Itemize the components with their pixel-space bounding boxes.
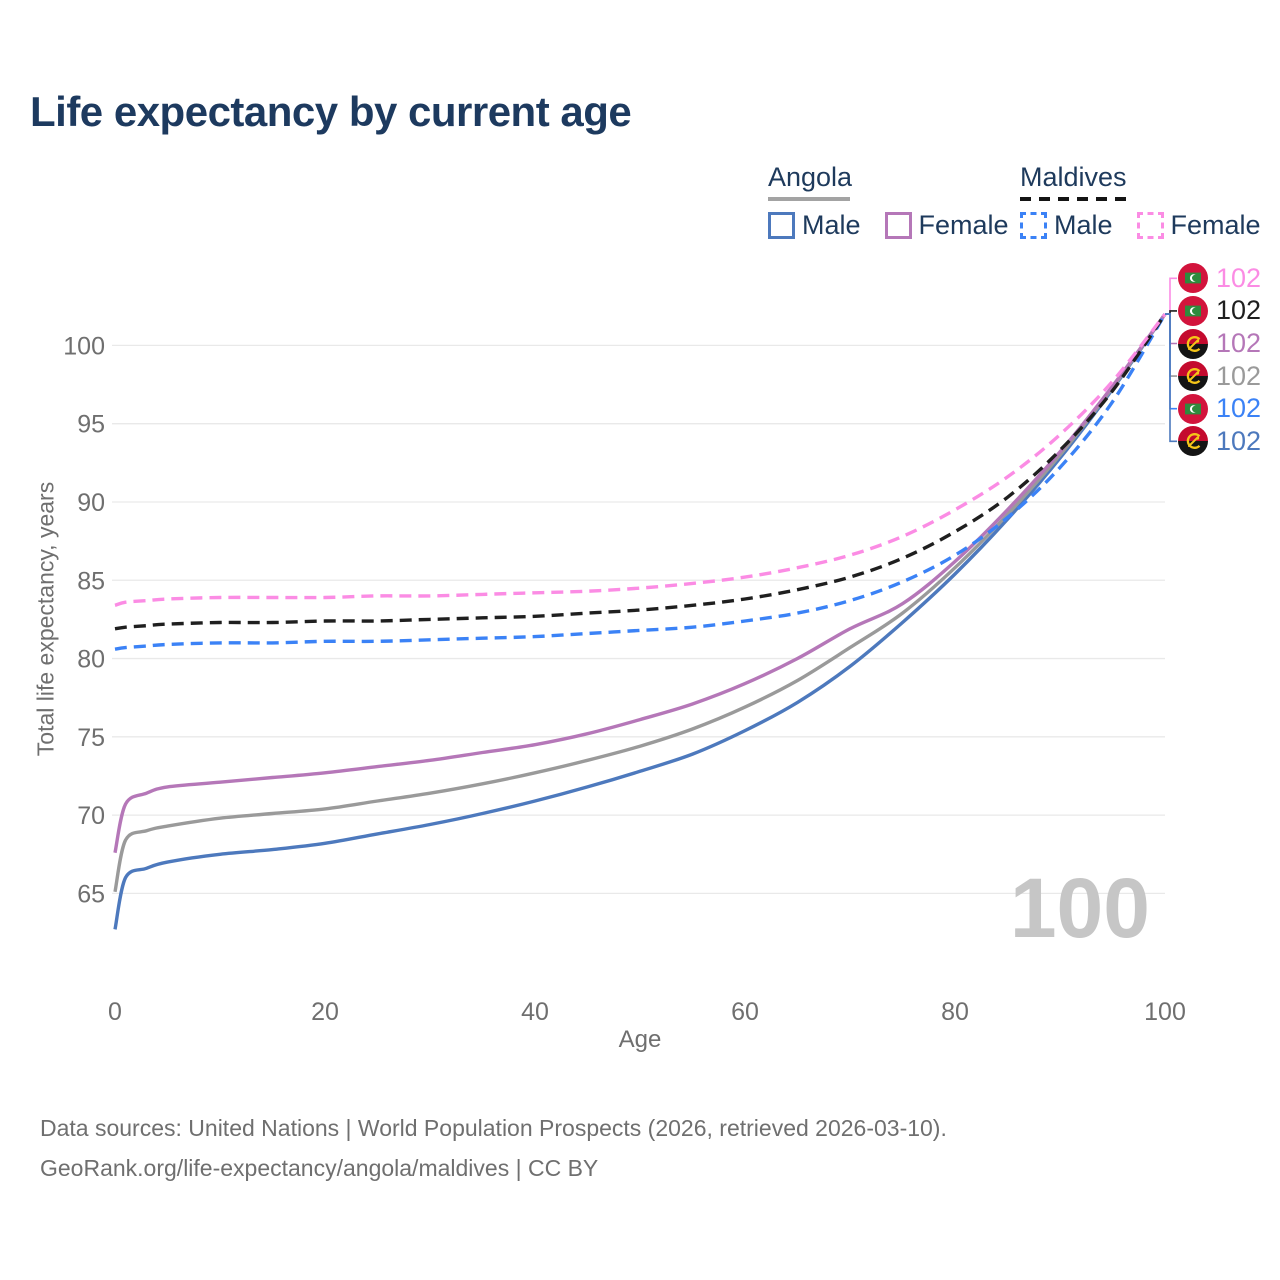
legend-label: Female	[1170, 209, 1261, 240]
y-tick-65: 65	[77, 880, 105, 908]
angola-female-swatch-icon	[884, 211, 912, 239]
series-line-angola-male[interactable]	[113, 313, 1167, 930]
y-axis-title: Total life expectancy, years	[32, 481, 59, 757]
end-value: 102	[1216, 393, 1262, 424]
end-label-angola-both: 102	[1178, 361, 1261, 391]
legend-underline-angola	[768, 196, 850, 201]
series-line-angola-female[interactable]	[113, 313, 1167, 854]
angola-flag-icon	[1178, 361, 1208, 391]
y-tick-95: 95	[77, 411, 105, 439]
x-axis-title: Age	[618, 1026, 662, 1053]
end-value: 102	[1216, 295, 1262, 326]
legend-underline-maldives	[1020, 196, 1128, 201]
legend-country-angola[interactable]: Angola	[768, 162, 853, 192]
series-line-maldives-male[interactable]	[114, 313, 1167, 651]
y-tick-80: 80	[77, 646, 105, 674]
end-label-connector-angola-both	[1165, 313, 1177, 377]
end-label-maldives-both: 102	[1178, 295, 1262, 326]
end-label-connector-angola-female	[1165, 313, 1177, 345]
y-tick-70: 70	[77, 802, 105, 830]
legend-group-angola: Angola Male Female	[768, 162, 1009, 241]
footer-attribution: GeoRank.org/life-expectancy/angola/maldi…	[40, 1155, 599, 1182]
series-line-maldives-both[interactable]	[114, 313, 1167, 631]
end-label-maldives-female: 102	[1178, 262, 1262, 294]
end-value: 102	[1216, 262, 1262, 293]
maldives-flag-icon	[1178, 295, 1208, 326]
y-tick-75: 75	[77, 724, 105, 752]
age-watermark: 100	[1009, 861, 1150, 955]
end-label-connector-maldives-male	[1165, 313, 1177, 410]
legend-label: Female	[918, 209, 1009, 240]
series-line-maldives-female[interactable]	[114, 313, 1167, 607]
legend-country-maldives[interactable]: Maldives	[1020, 162, 1127, 192]
x-tick-100: 100	[1144, 998, 1186, 1026]
footer: Data sources: United Nations | World Pop…	[40, 1108, 947, 1189]
maldives-male-swatch-icon	[1020, 211, 1047, 239]
end-value: 102	[1216, 425, 1262, 456]
end-label-angola-male: 102	[1178, 426, 1261, 456]
end-label-maldives-male: 102	[1178, 393, 1262, 424]
angola-flag-icon	[1178, 426, 1208, 456]
angola-flag-icon	[1178, 329, 1208, 359]
y-tick-100: 100	[63, 332, 105, 360]
series-line-angola-both[interactable]	[113, 313, 1167, 893]
legend-label: Male	[1054, 209, 1113, 240]
maldives-flag-icon	[1178, 263, 1208, 294]
footer-data-sources: Data sources: United Nations | World Pop…	[40, 1115, 947, 1141]
legend-label: Male	[802, 209, 861, 240]
y-tick-90: 90	[77, 489, 105, 517]
end-label-connector-angola-male	[1165, 313, 1177, 443]
legend-item-maldives-male[interactable]: Male	[1020, 210, 1113, 241]
y-tick-85: 85	[77, 567, 105, 595]
end-label-connector-maldives-female	[1165, 277, 1177, 315]
maldives-flag-icon	[1178, 393, 1208, 424]
legend-item-angola-female[interactable]: Female	[884, 209, 1009, 241]
angola-male-swatch-icon	[768, 211, 795, 239]
maldives-female-swatch-icon	[1136, 211, 1164, 239]
x-tick-0: 0	[108, 998, 122, 1026]
x-tick-60: 60	[731, 998, 759, 1026]
end-label-angola-female: 102	[1178, 328, 1262, 359]
legend-item-angola-male[interactable]: Male	[768, 210, 861, 241]
x-tick-20: 20	[311, 998, 339, 1026]
x-tick-80: 80	[941, 998, 969, 1026]
legend-item-maldives-female[interactable]: Female	[1136, 209, 1261, 241]
end-value: 102	[1216, 360, 1262, 391]
x-tick-40: 40	[521, 998, 549, 1026]
page-title: Life expectancy by current age	[30, 88, 632, 135]
end-value: 102	[1216, 328, 1262, 358]
legend-group-maldives: Maldives Male Female	[1020, 162, 1261, 241]
